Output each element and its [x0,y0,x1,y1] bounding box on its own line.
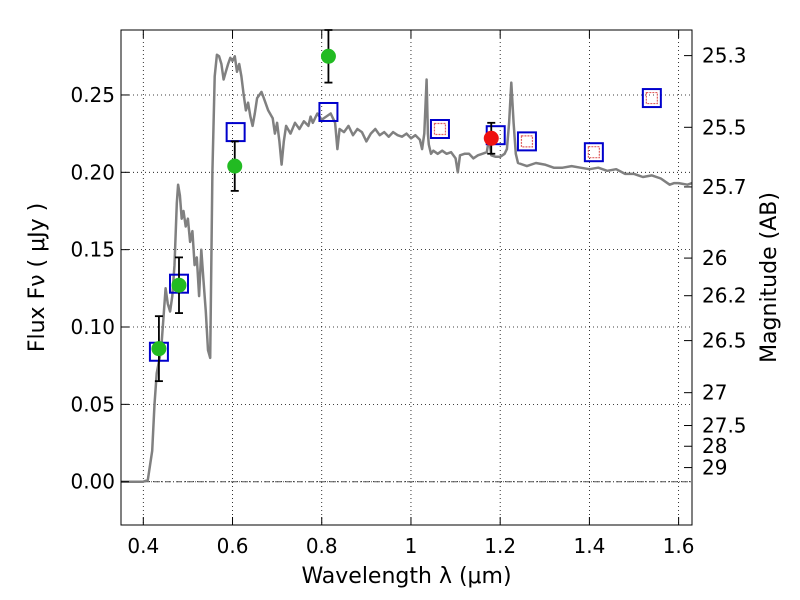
x-tick-label: 0.6 [217,534,249,558]
mag-tick-label: 27.5 [702,414,747,438]
observed-data-point [483,130,499,146]
mag-tick-label: 26.5 [702,329,747,353]
y-tick-label: 0.10 [70,315,115,339]
x-tick-label: 1.2 [484,534,516,558]
mag-tick-label: 25.3 [702,44,747,68]
plot-frame [120,29,693,526]
series-layer [121,29,693,483]
mag-tick-label: 27 [702,381,727,405]
mag-tick-label: 28 [702,434,727,458]
model-photometry-inner-square [587,146,600,159]
model-photometry-square [516,131,537,152]
model-photometry-inner-square [520,135,534,148]
mag-tick-label: 25.5 [702,115,747,139]
model-photometry-square [429,119,450,139]
x-tick-label: 0.4 [127,534,159,558]
grid-lines [121,30,692,525]
x-tick-label: 1.6 [663,534,695,558]
y-tick-label: 0.00 [70,470,115,494]
x-tick-label: 1.4 [573,534,605,558]
mag-tick-label: 29 [702,456,727,480]
observed-data-point [227,158,243,174]
y-axis-label: Flux Fν ( μJy ) [25,203,50,352]
y2-axis-label: Magnitude (AB) [757,192,782,363]
observed-data-point [320,48,336,64]
model-photometry-inner-square [645,91,658,105]
x-axis-label: Wavelength λ (μm) [301,564,511,589]
mag-tick-label: 25.7 [702,175,747,199]
x-tick-label: 1 [405,534,418,558]
model-photometry-square [318,101,339,122]
axis-ticks: 0.4 0.6 0.8 1 1.2 1.4 1.6 0.00 0.05 0.10 0.15 0.20 0… [70,30,747,558]
model-photometry-square [641,88,662,109]
y-tick-label: 0.25 [70,83,115,107]
y-tick-label: 0.05 [70,392,115,416]
y-tick-label: 0.20 [70,160,115,184]
y-tick-label: 0.15 [70,238,115,262]
model-photometry-square [583,142,604,163]
mag-tick-label: 26 [702,246,727,270]
mag-tick-label: 26.2 [702,284,747,308]
x-tick-label: 0.8 [306,534,338,558]
observed-data-point [151,341,167,357]
observed-data-point [171,277,187,293]
model-photometry-inner-square [433,122,447,136]
